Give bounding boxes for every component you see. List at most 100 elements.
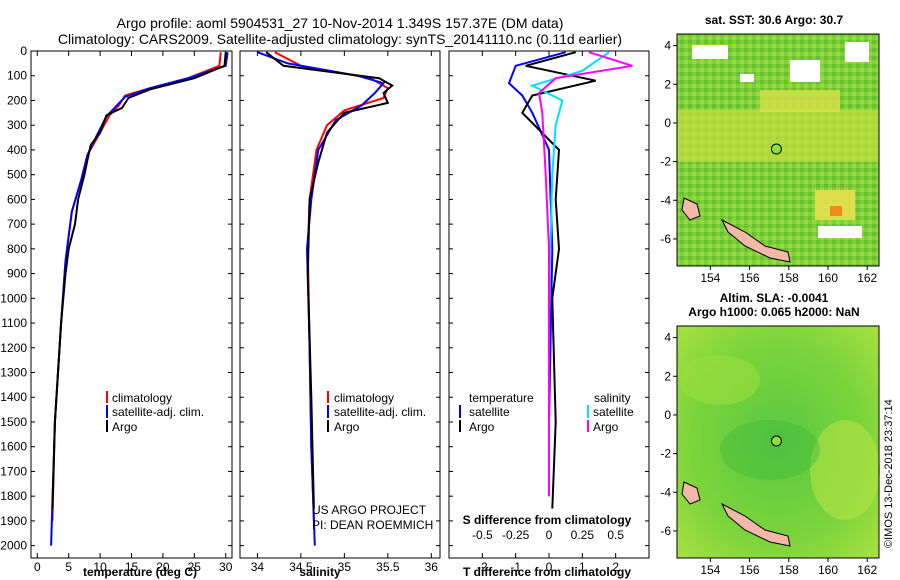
sst-missing-data xyxy=(790,60,820,82)
credit-project: US ARGO PROJECT xyxy=(312,503,427,517)
legend-label-argo: Argo xyxy=(112,420,138,434)
depth-tick-label: 900 xyxy=(7,267,27,281)
lat-tick-label: -6 xyxy=(660,524,671,538)
sst-missing-data xyxy=(818,226,862,238)
depth-tick-label: 1400 xyxy=(0,390,27,404)
depth-tick-label: 1800 xyxy=(0,489,27,503)
series-line-climatology xyxy=(51,52,222,521)
x-tick-label: 35 xyxy=(338,560,352,574)
credit-pi: PI: DEAN ROEMMICH xyxy=(312,518,433,532)
sst-map-frame xyxy=(676,33,880,267)
figure-title-line1: Argo profile: aoml 5904531_27 10-Nov-201… xyxy=(117,15,564,31)
depth-tick-label: 500 xyxy=(7,168,27,182)
s-difference-axis-label: S difference from climatology xyxy=(463,513,632,527)
x-tick-label: 34 xyxy=(251,560,265,574)
t-difference-axis-label: T difference from climatology xyxy=(463,565,631,579)
depth-tick-label: 2000 xyxy=(0,539,27,553)
sla-land-manus xyxy=(681,481,701,505)
x-tick-label: 36 xyxy=(425,560,439,574)
legend-label-s-argo: Argo xyxy=(593,420,619,434)
depth-tick-label: 400 xyxy=(7,143,27,157)
lat-tick-label: -4 xyxy=(660,485,671,499)
x-tick-label: 2 xyxy=(612,560,619,574)
series-line-s-argo xyxy=(537,51,633,497)
x-tick-label: 30 xyxy=(219,560,233,574)
sla-map-frame xyxy=(676,325,880,559)
depth-tick-label: 200 xyxy=(7,93,27,107)
salinity-plot: 34 34.5 35 35.5 36 xyxy=(251,51,439,574)
legend-label-argo: Argo xyxy=(334,420,360,434)
series-line-t-satellite xyxy=(507,51,566,497)
x-tick-label: -1 xyxy=(510,560,521,574)
x-tick-label: -2 xyxy=(477,560,488,574)
x-tick-label: 34.5 xyxy=(289,560,313,574)
sst-warm-patch xyxy=(760,90,840,112)
depth-tick-label: 1700 xyxy=(0,464,27,478)
difference-plot: -2 -1 0 1 2 -0.5 -0.25 0 0.25 0.5 xyxy=(472,51,633,574)
imos-watermark: ©IMOS 13-Dec-2018 23:37:14 xyxy=(883,399,895,548)
series-line-t-argo xyxy=(521,51,596,509)
sst-hot-patch xyxy=(830,206,842,216)
lon-tick-label: 160 xyxy=(818,563,838,577)
legend-title-temperature: temperature xyxy=(469,391,534,405)
depth-tick-label: 1100 xyxy=(1,316,27,330)
salinity-legend: climatology satellite-adj. clim. Argo xyxy=(327,391,426,434)
x2-tick-label: -0.5 xyxy=(472,528,493,542)
x-tick-label: 0 xyxy=(34,560,41,574)
temperature-axis-label: temperature (deg C) xyxy=(83,565,197,579)
sst-missing-data xyxy=(845,42,869,62)
x2-tick-label: 0.5 xyxy=(607,528,624,542)
lat-tick-label: -4 xyxy=(660,193,671,207)
depth-tick-label: 1900 xyxy=(0,514,27,528)
depth-tick-label: 1500 xyxy=(0,415,27,429)
lon-tick-label: 160 xyxy=(818,271,838,285)
lon-tick-label: 156 xyxy=(740,563,760,577)
lat-tick-label: 4 xyxy=(664,39,671,53)
lon-tick-label: 156 xyxy=(740,271,760,285)
temperature-legend: climatology satellite-adj. clim. Argo xyxy=(106,391,204,434)
temperature-plot: 0 5 10 15 20 25 30 xyxy=(34,51,233,574)
legend-label-climatology: climatology xyxy=(334,391,394,405)
lat-tick-label: -6 xyxy=(660,232,671,246)
sla-map-axes: 154 156 158 160 162 4 2 0 -2 -4 -6 xyxy=(660,331,877,577)
legend-title-salinity: salinity xyxy=(594,391,631,405)
lat-tick-label: -2 xyxy=(660,447,671,461)
x2-tick-label: 0 xyxy=(546,528,553,542)
sst-missing-data xyxy=(692,45,728,59)
depth-tick-label: 1600 xyxy=(0,440,27,454)
lat-tick-label: 0 xyxy=(664,408,671,422)
x-tick-label: 15 xyxy=(125,560,139,574)
sst-map-title: sat. SST: 30.6 Argo: 30.7 xyxy=(705,13,844,27)
lat-tick-label: 2 xyxy=(664,369,671,383)
legend-label-satellite: satellite-adj. clim. xyxy=(112,405,204,419)
legend-label-t-argo: Argo xyxy=(469,420,495,434)
sst-map-axes: 154 156 158 160 162 4 2 0 -2 -4 -6 xyxy=(660,39,877,285)
argo-location-marker xyxy=(770,143,782,155)
lon-tick-label: 158 xyxy=(779,563,799,577)
salinity-plot-frame xyxy=(239,50,441,559)
lon-tick-label: 158 xyxy=(779,271,799,285)
lat-tick-label: -2 xyxy=(660,155,671,169)
series-line-satellite-adj-clim- xyxy=(257,51,386,546)
sla-land-new-ireland xyxy=(720,502,791,547)
depth-tick-label: 800 xyxy=(7,242,27,256)
sla-map-title: Altim. SLA: -0.0041 xyxy=(720,291,829,305)
x-tick-label: 10 xyxy=(93,560,107,574)
lon-tick-label: 162 xyxy=(857,563,877,577)
series-line-argo xyxy=(265,51,394,509)
salinity-axis-label: salinity xyxy=(299,565,341,579)
depth-tick-label: 1000 xyxy=(0,291,27,305)
temperature-plot-frame xyxy=(30,50,233,559)
sst-land-manus xyxy=(681,197,701,221)
x2-tick-label: -0.25 xyxy=(502,528,530,542)
legend-label-satellite: satellite-adj. clim. xyxy=(334,405,426,419)
x-tick-label: 5 xyxy=(65,560,72,574)
legend-label-s-satellite: satellite xyxy=(593,405,634,419)
legend-label-t-satellite: satellite xyxy=(469,405,510,419)
depth-tick-label: 700 xyxy=(7,217,27,231)
depth-tick-label: 0 xyxy=(20,44,27,58)
lat-tick-label: 4 xyxy=(664,331,671,345)
series-line-satellite-adj-clim- xyxy=(50,52,229,546)
sla-map-subtitle: Argo h1000: 0.065 h2000: NaN xyxy=(688,305,859,319)
